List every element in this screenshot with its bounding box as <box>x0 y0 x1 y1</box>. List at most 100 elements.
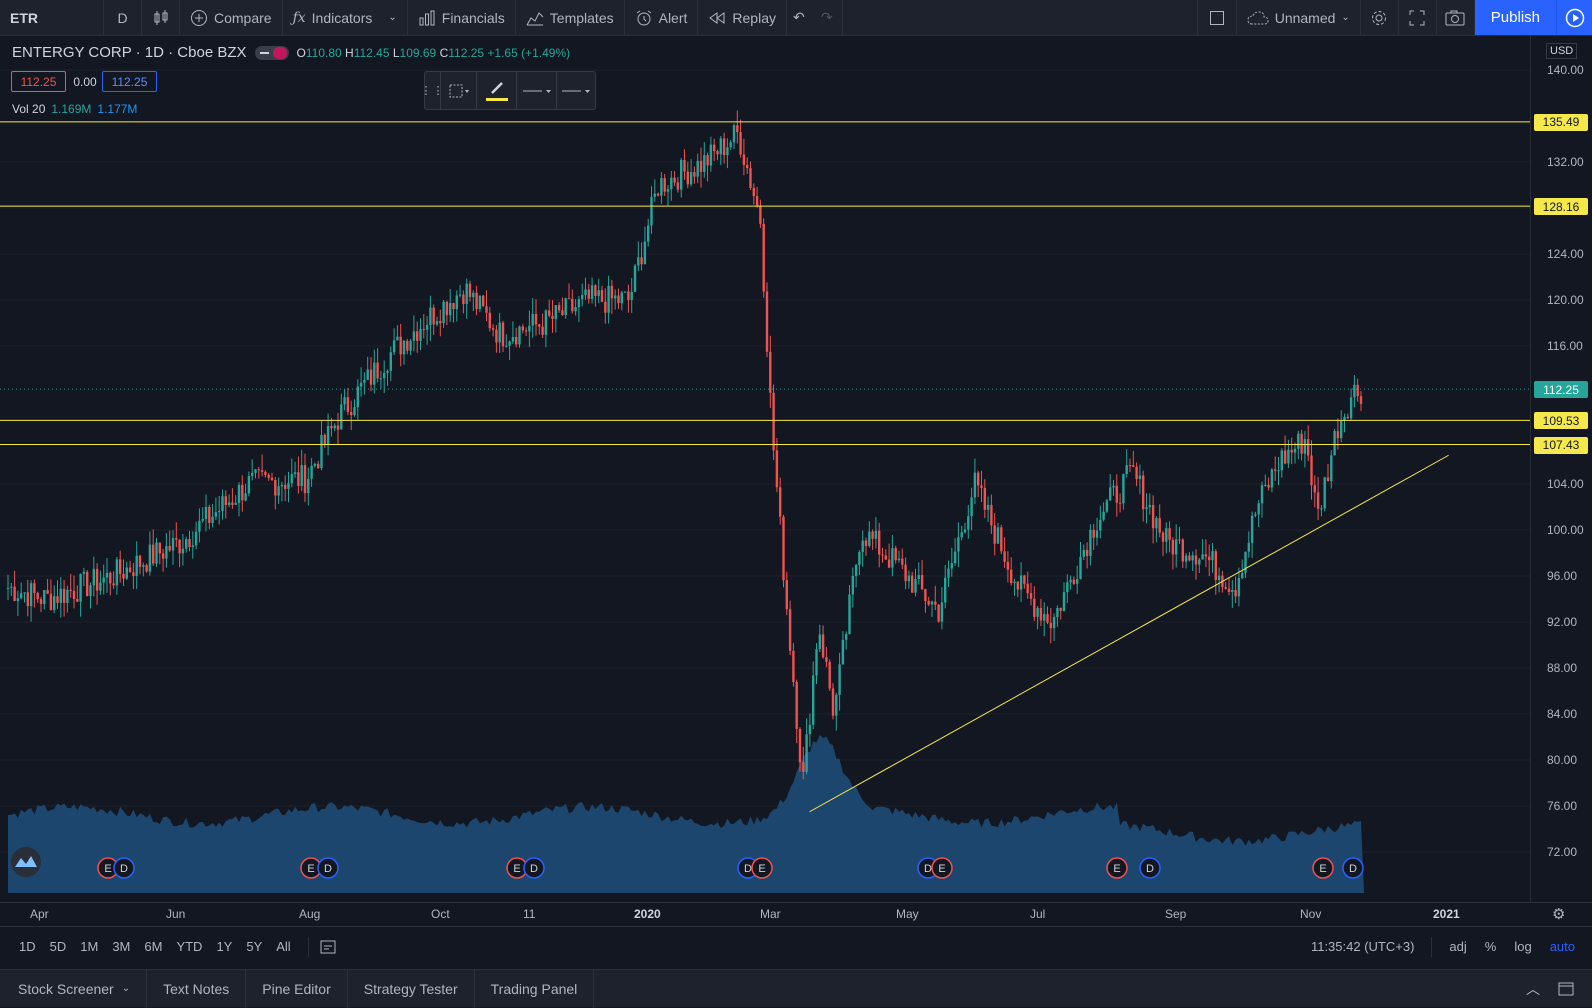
price-level-label[interactable]: 109.53 <box>1534 412 1588 430</box>
goto-date-icon[interactable] <box>319 939 337 955</box>
candle-body <box>310 465 313 479</box>
tab-pine-editor[interactable]: Pine Editor <box>246 969 348 1008</box>
candle-body <box>1231 589 1234 593</box>
dividend-marker[interactable]: D <box>317 857 339 879</box>
chevron-up-icon[interactable]: ︿ <box>1526 981 1540 997</box>
candle-body <box>1033 598 1036 617</box>
price-level-label[interactable]: 135.49 <box>1534 113 1588 131</box>
candle-body <box>43 590 46 604</box>
select-layout-button[interactable] <box>1196 0 1237 35</box>
range-button-6m[interactable]: 6M <box>144 939 163 954</box>
candle-body <box>1135 466 1138 480</box>
earnings-marker[interactable]: E <box>931 857 953 879</box>
candle-body <box>227 502 231 505</box>
candle-body <box>237 484 241 503</box>
earnings-marker[interactable]: E <box>1106 857 1128 879</box>
template-button[interactable] <box>441 72 477 109</box>
line-color-button[interactable] <box>477 72 517 109</box>
gear-icon[interactable]: ⚙ <box>1552 906 1566 923</box>
snapshot-button[interactable] <box>1437 0 1475 35</box>
publish-menu-button[interactable] <box>1556 0 1592 35</box>
candle-body <box>944 577 947 603</box>
price-tick: 80.00 <box>1547 753 1578 767</box>
candle-body <box>152 544 155 564</box>
replay-button[interactable]: Replay <box>698 0 787 35</box>
price-level-label[interactable]: 107.43 <box>1534 436 1588 454</box>
undo-button[interactable]: ↶ <box>787 0 815 35</box>
candle-body <box>1194 555 1198 565</box>
candle-body <box>1359 396 1363 404</box>
volume-legend: Vol 20 1.169M 1.177M <box>12 102 137 116</box>
range-button-ytd[interactable]: YTD <box>176 939 203 954</box>
candle-body <box>977 472 980 486</box>
svg-text:E: E <box>938 863 945 875</box>
settings-button[interactable] <box>1361 0 1399 35</box>
auto-toggle[interactable]: auto <box>1549 939 1575 954</box>
templates-button[interactable]: Templates <box>516 0 625 35</box>
line-style-button[interactable] <box>557 72 595 109</box>
interval-button[interactable]: D <box>104 0 142 35</box>
percent-toggle[interactable]: % <box>1484 939 1497 954</box>
price-level-label[interactable]: 128.16 <box>1534 198 1588 216</box>
earnings-marker[interactable]: E <box>506 857 528 879</box>
candle-body <box>528 325 531 332</box>
candle-body <box>244 493 247 501</box>
adj-toggle[interactable]: adj <box>1449 939 1467 954</box>
currency-label[interactable]: USD <box>1546 43 1578 59</box>
dividend-marker[interactable]: D <box>523 857 545 879</box>
candle-body <box>373 362 376 385</box>
price-axis[interactable]: USD 140.00132.00128.00124.00120.00116.00… <box>1530 36 1592 902</box>
price-level-label[interactable]: 112.25 <box>1534 381 1588 399</box>
candle-body <box>623 291 627 293</box>
candle-body <box>86 571 89 597</box>
range-button-5y[interactable]: 5Y <box>246 939 263 954</box>
maximize-panel-icon[interactable] <box>1558 982 1574 996</box>
candle-body <box>788 609 792 651</box>
compare-button[interactable]: Compare <box>180 0 283 35</box>
tab-text-notes[interactable]: Text Notes <box>147 969 247 1008</box>
tab-stock-screener[interactable]: Stock Screener ⌄ <box>0 969 148 1008</box>
earnings-marker[interactable]: E <box>751 857 773 879</box>
time-tick: Jul <box>1030 907 1046 921</box>
range-button-3m[interactable]: 3M <box>112 939 131 954</box>
tab-strategy-tester[interactable]: Strategy Tester <box>348 969 475 1008</box>
range-button-1y[interactable]: 1Y <box>216 939 233 954</box>
candle-body <box>729 142 732 148</box>
range-button-1m[interactable]: 1M <box>80 939 99 954</box>
candle-body <box>508 341 511 346</box>
alert-button[interactable]: Alert <box>625 0 699 35</box>
line-width-button[interactable] <box>517 72 557 109</box>
ask-price[interactable]: 112.25 <box>102 71 157 92</box>
redo-button[interactable]: ↷ <box>815 0 843 35</box>
time-axis[interactable]: Apr Jun Aug Oct 11 2020 Mar May Jul Sep Nov 2021 ⚙ <box>0 902 1592 926</box>
fullscreen-button[interactable] <box>1399 0 1437 35</box>
range-button-5d[interactable]: 5D <box>49 939 67 954</box>
dividend-marker[interactable]: D <box>1139 857 1161 879</box>
drag-handle[interactable]: ⋮⋮ <box>421 72 444 109</box>
chart-type-button[interactable] <box>142 0 180 35</box>
symbol-search[interactable]: ETR <box>0 0 104 35</box>
visibility-toggle[interactable] <box>254 45 289 60</box>
clock[interactable]: 11:35:42 (UTC+3) <box>1310 939 1415 954</box>
candle-body <box>604 301 607 313</box>
range-button-all[interactable]: All <box>276 939 291 954</box>
dividend-marker[interactable]: D <box>1342 857 1364 879</box>
candle-body <box>1343 416 1346 421</box>
earnings-marker[interactable]: E <box>1312 857 1334 879</box>
log-toggle[interactable]: log <box>1514 939 1532 954</box>
indicators-button[interactable]: ƒx Indicators ⌄ <box>283 0 408 35</box>
financials-button[interactable]: Financials <box>408 0 516 35</box>
svg-text:E: E <box>1319 863 1326 875</box>
range-button-1d[interactable]: 1D <box>19 939 36 954</box>
bid-price[interactable]: 112.25 <box>11 71 66 92</box>
candle-body <box>188 539 191 548</box>
candle-body <box>198 520 201 532</box>
dividend-marker[interactable]: D <box>113 857 135 879</box>
candle-body <box>366 369 369 380</box>
publish-button[interactable]: Publish <box>1474 0 1556 35</box>
layout-name-button[interactable]: Unnamed ⌄ <box>1237 0 1361 35</box>
tab-trading-panel[interactable]: Trading Panel <box>475 969 595 1008</box>
candle-body <box>416 331 419 341</box>
